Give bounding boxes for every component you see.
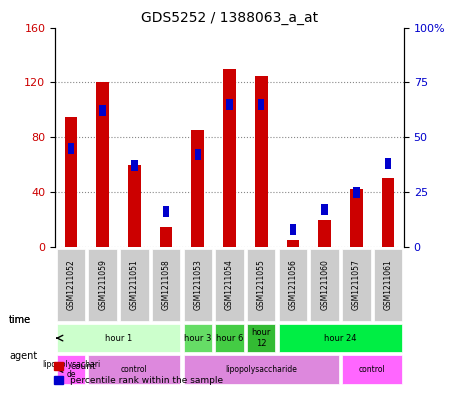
Bar [160,226,173,247]
Bar [65,117,77,247]
FancyBboxPatch shape [279,324,403,352]
Bar [223,69,236,247]
Legend: count, percentile rank within the sample: count, percentile rank within the sample [50,358,227,389]
Bar [191,130,204,247]
FancyBboxPatch shape [184,324,212,352]
Text: GSM1211061: GSM1211061 [384,259,392,310]
Bar [286,240,299,247]
FancyBboxPatch shape [247,249,275,321]
Text: time: time [9,315,31,325]
FancyBboxPatch shape [56,324,180,352]
FancyBboxPatch shape [152,249,180,321]
Text: GSM1211054: GSM1211054 [225,259,234,310]
FancyBboxPatch shape [56,355,85,384]
Bar [258,99,264,110]
Bar [68,143,74,154]
Text: GSM1211059: GSM1211059 [98,259,107,310]
Text: agent: agent [9,351,38,361]
Text: control: control [359,365,386,374]
Bar [163,206,169,217]
Bar [226,99,233,110]
Text: hour 24: hour 24 [324,334,357,343]
Text: GSM1211058: GSM1211058 [162,259,171,310]
FancyBboxPatch shape [89,355,180,384]
FancyBboxPatch shape [89,249,117,321]
FancyBboxPatch shape [215,249,244,321]
Bar [128,165,141,247]
Text: lipopolysachari
de: lipopolysachari de [42,360,100,379]
Text: hour
12: hour 12 [252,329,271,348]
FancyBboxPatch shape [310,249,339,321]
FancyBboxPatch shape [184,355,339,384]
FancyBboxPatch shape [56,249,85,321]
Bar [385,158,391,169]
Text: GSM1211056: GSM1211056 [288,259,297,310]
FancyBboxPatch shape [374,249,403,321]
Bar [100,105,106,116]
FancyBboxPatch shape [215,324,244,352]
Bar [255,75,268,247]
Bar [353,187,359,198]
Bar [96,83,109,247]
Bar [321,204,328,215]
Text: hour 3: hour 3 [184,334,212,343]
FancyBboxPatch shape [279,249,307,321]
FancyBboxPatch shape [120,249,149,321]
Bar [131,160,138,171]
Text: control: control [121,365,148,374]
Bar [290,224,296,235]
Text: GSM1211060: GSM1211060 [320,259,329,310]
Text: GSM1211057: GSM1211057 [352,259,361,310]
FancyBboxPatch shape [342,249,370,321]
Bar [195,149,201,160]
Text: time: time [9,315,31,325]
FancyBboxPatch shape [184,249,212,321]
Bar [382,178,394,247]
Bar [318,220,331,247]
Text: lipopolysaccharide: lipopolysaccharide [225,365,297,374]
Text: GSM1211053: GSM1211053 [193,259,202,310]
Text: hour 6: hour 6 [216,334,243,343]
Text: GSM1211051: GSM1211051 [130,259,139,310]
FancyBboxPatch shape [247,324,275,352]
Text: GSM1211055: GSM1211055 [257,259,266,310]
FancyBboxPatch shape [342,355,403,384]
Text: GSM1211052: GSM1211052 [67,259,75,310]
Bar [350,189,363,247]
Text: hour 1: hour 1 [105,334,132,343]
Title: GDS5252 / 1388063_a_at: GDS5252 / 1388063_a_at [141,11,318,25]
